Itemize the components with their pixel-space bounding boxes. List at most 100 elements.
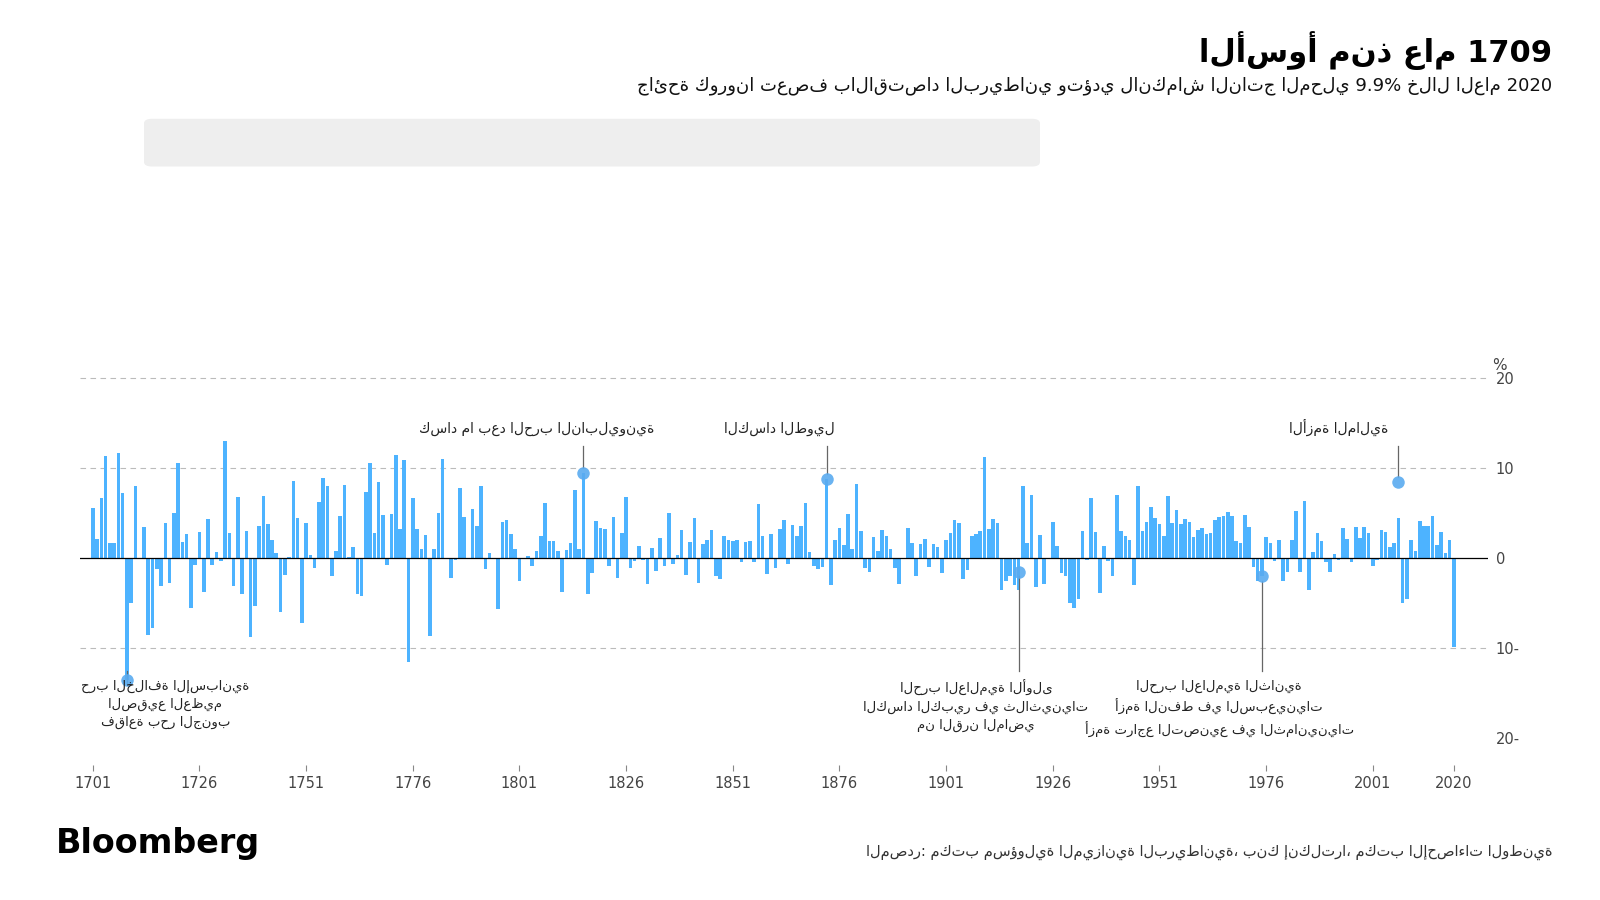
Bar (846, 514, 850, 558)
Bar (1256, 558, 1259, 580)
Bar (603, 529, 606, 558)
Bar (198, 533, 202, 558)
Bar (150, 558, 154, 627)
Bar (160, 558, 163, 587)
Bar (1243, 515, 1246, 558)
Bar (854, 484, 858, 558)
Bar (795, 536, 798, 558)
Bar (688, 542, 691, 558)
Bar (270, 540, 274, 558)
Bar (437, 513, 440, 558)
Bar (646, 558, 650, 583)
Bar (1299, 558, 1302, 572)
Bar (1064, 558, 1067, 576)
Bar (347, 557, 350, 558)
Bar (1082, 531, 1085, 558)
Bar (96, 539, 99, 558)
Bar (1059, 558, 1062, 572)
Bar (1187, 522, 1190, 558)
Bar (112, 544, 115, 558)
Bar (1174, 510, 1178, 558)
Bar (390, 514, 394, 558)
Text: Bloomberg: Bloomberg (56, 826, 261, 860)
Text: نسبة التغير السنوي في الناتج المحلي الإجمالي: نسبة التغير السنوي في الناتج المحلي الإج… (202, 136, 669, 154)
Bar (1141, 531, 1144, 558)
Bar (278, 558, 282, 612)
Text: الكساد الطويل: الكساد الطويل (725, 422, 835, 436)
Bar (104, 455, 107, 558)
Bar (381, 515, 384, 558)
Bar (1430, 516, 1434, 558)
Bar (416, 528, 419, 558)
Bar (762, 536, 765, 558)
Text: كساد ما بعد الحرب النابليونية: كساد ما بعد الحرب النابليونية (419, 422, 654, 436)
Bar (352, 547, 355, 558)
Bar (483, 558, 486, 569)
Bar (757, 504, 760, 558)
Bar (931, 544, 934, 558)
Bar (1302, 501, 1306, 558)
Text: جائحة كورونا تعصف بالاقتصاد البريطاني وتؤدي لانكماش الناتج المحلي 9.9% خلال العا: جائحة كورونا تعصف بالاقتصاد البريطاني وت… (637, 76, 1552, 95)
Bar (339, 516, 342, 558)
Bar (1371, 558, 1374, 566)
Bar (918, 544, 922, 558)
Bar (1384, 532, 1387, 558)
Bar (378, 482, 381, 558)
Bar (1038, 535, 1042, 558)
Bar (1102, 545, 1106, 558)
Bar (1056, 545, 1059, 558)
Bar (573, 491, 576, 558)
Bar (885, 536, 888, 558)
Bar (1179, 524, 1182, 558)
Bar (774, 558, 778, 568)
Bar (237, 498, 240, 558)
Bar (496, 558, 499, 609)
Bar (752, 558, 755, 562)
Bar (1286, 558, 1290, 572)
Bar (877, 551, 880, 558)
Bar (1358, 538, 1362, 558)
Bar (1026, 544, 1029, 558)
Bar (710, 530, 714, 558)
Bar (890, 549, 893, 558)
Bar (1230, 516, 1234, 558)
Bar (880, 530, 883, 558)
Bar (726, 539, 730, 558)
Bar (667, 513, 670, 558)
Bar (122, 492, 125, 558)
Bar (816, 558, 819, 570)
Bar (155, 558, 158, 569)
Bar (227, 533, 230, 558)
Bar (949, 533, 952, 558)
Bar (974, 535, 978, 558)
Bar (685, 558, 688, 575)
Bar (189, 558, 192, 608)
Bar (637, 546, 640, 558)
Bar (800, 526, 803, 558)
Bar (534, 552, 538, 558)
Bar (1248, 526, 1251, 558)
Bar (1277, 540, 1280, 558)
Bar (954, 520, 957, 558)
Bar (936, 547, 939, 558)
Bar (821, 558, 824, 567)
Bar (1397, 518, 1400, 558)
Bar (1133, 558, 1136, 585)
Bar (245, 531, 248, 558)
Bar (1200, 528, 1203, 558)
Bar (1043, 558, 1046, 584)
Bar (650, 548, 653, 558)
Bar (480, 486, 483, 558)
Bar (117, 453, 120, 558)
Bar (467, 558, 470, 560)
Bar (1149, 507, 1152, 558)
Bar (893, 558, 896, 569)
Bar (147, 558, 150, 635)
Bar (1005, 558, 1008, 580)
Bar (970, 536, 973, 558)
Bar (744, 542, 747, 558)
Bar (1328, 558, 1331, 572)
Bar (1013, 558, 1016, 585)
Bar (206, 519, 210, 558)
Bar (698, 558, 701, 583)
